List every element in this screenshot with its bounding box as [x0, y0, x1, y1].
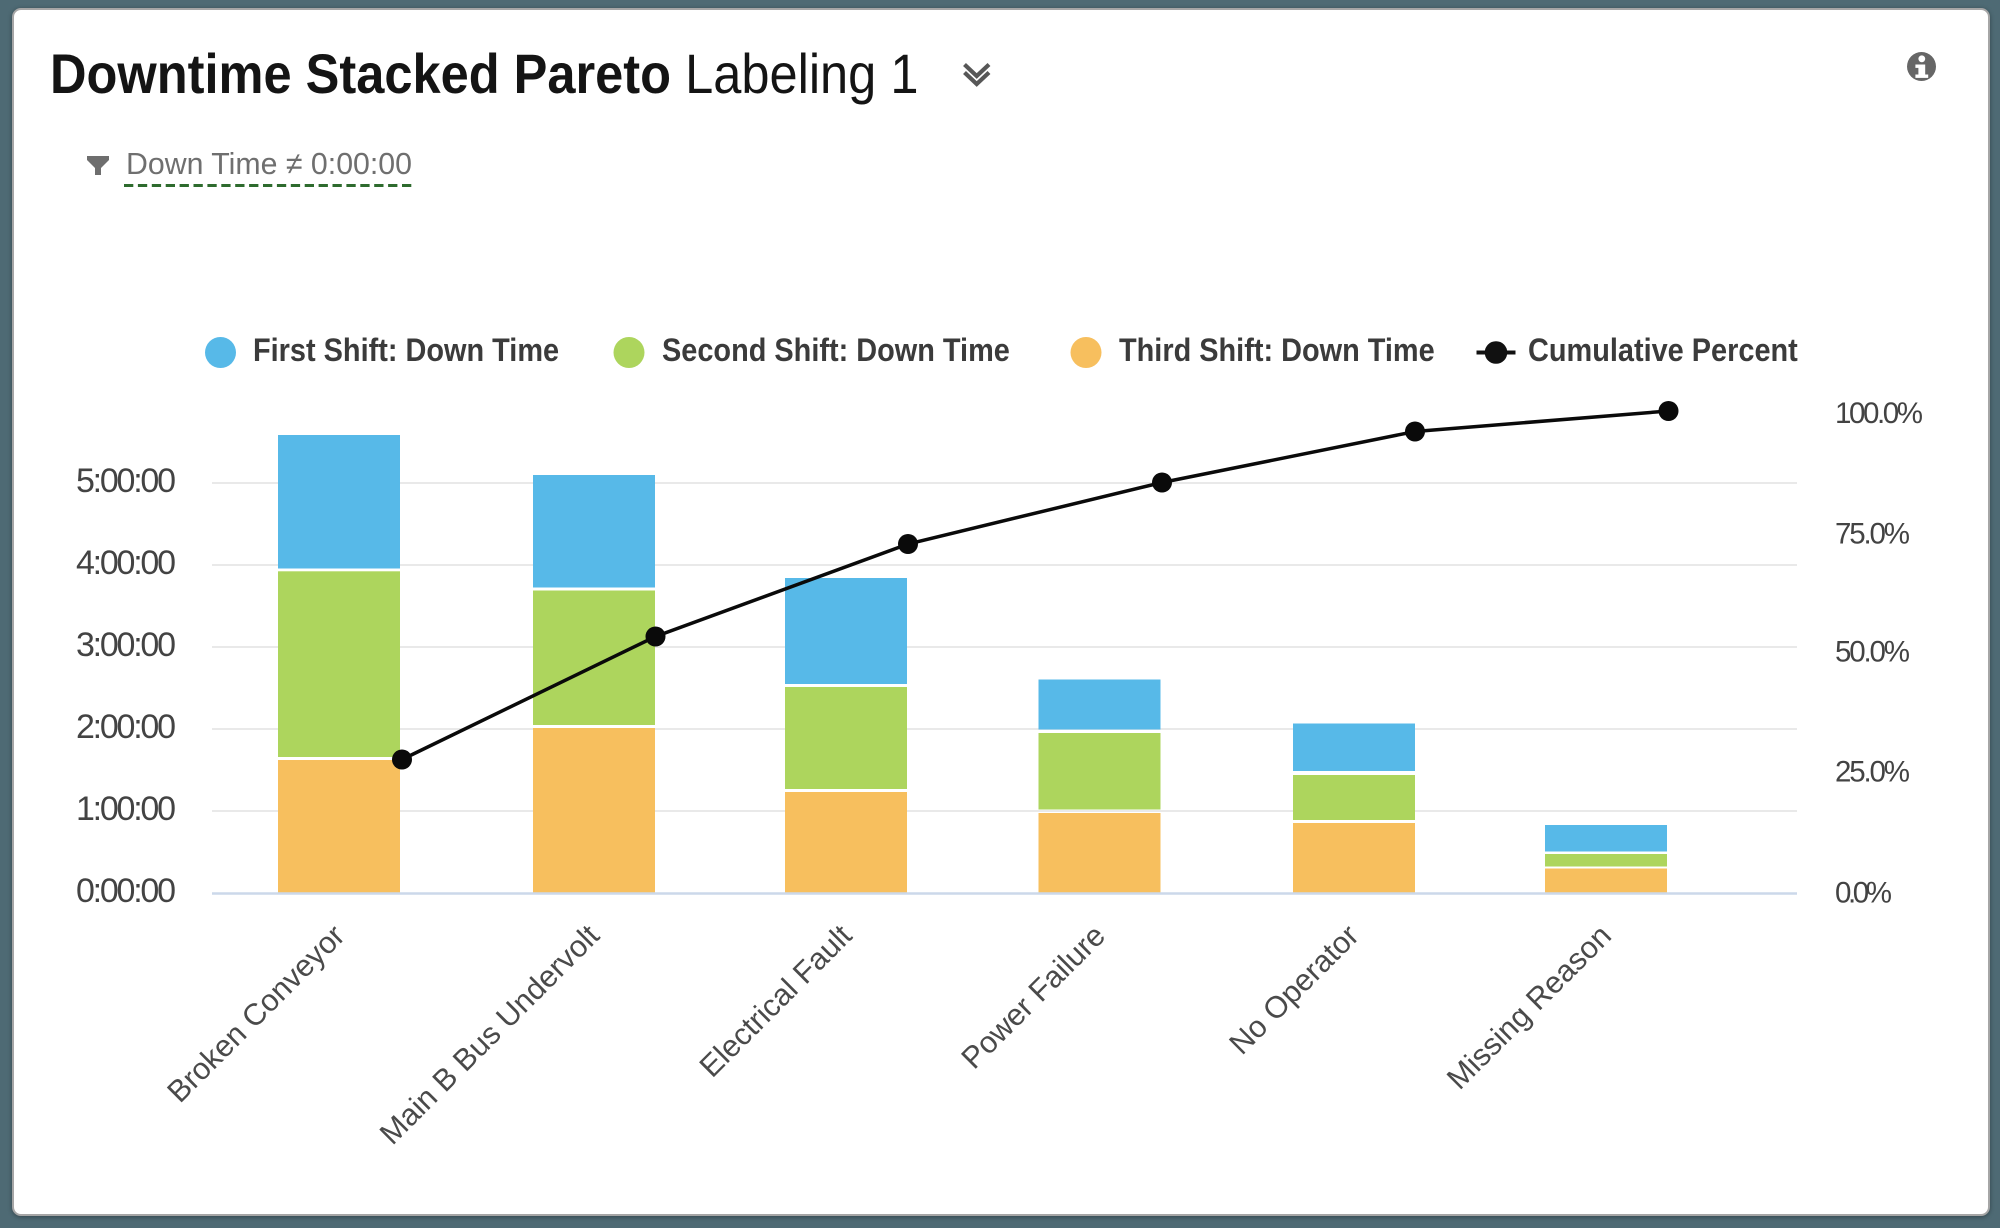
svg-text:75.0%: 75.0% [1835, 518, 1910, 551]
svg-text:50.0%: 50.0% [1835, 636, 1910, 669]
svg-text:Missing Reason: Missing Reason [1440, 918, 1617, 1095]
svg-text:Main B Bus Undervolt: Main B Bus Undervolt [373, 918, 606, 1151]
svg-text:Broken Conveyor: Broken Conveyor [161, 918, 352, 1109]
svg-text:2:00:00: 2:00:00 [76, 708, 176, 746]
svg-text:1:00:00: 1:00:00 [76, 790, 176, 828]
svg-text:0:00:00: 0:00:00 [76, 872, 176, 910]
svg-text:0.0%: 0.0% [1835, 877, 1892, 910]
svg-text:4:00:00: 4:00:00 [76, 544, 176, 582]
svg-text:5:00:00: 5:00:00 [76, 462, 176, 500]
svg-text:Electrical Fault: Electrical Fault [693, 918, 859, 1084]
svg-text:No Operator: No Operator [1223, 918, 1366, 1061]
svg-text:Power Failure: Power Failure [955, 918, 1112, 1075]
svg-text:25.0%: 25.0% [1835, 756, 1910, 789]
svg-text:100.0%: 100.0% [1835, 397, 1923, 430]
svg-text:3:00:00: 3:00:00 [76, 626, 176, 664]
